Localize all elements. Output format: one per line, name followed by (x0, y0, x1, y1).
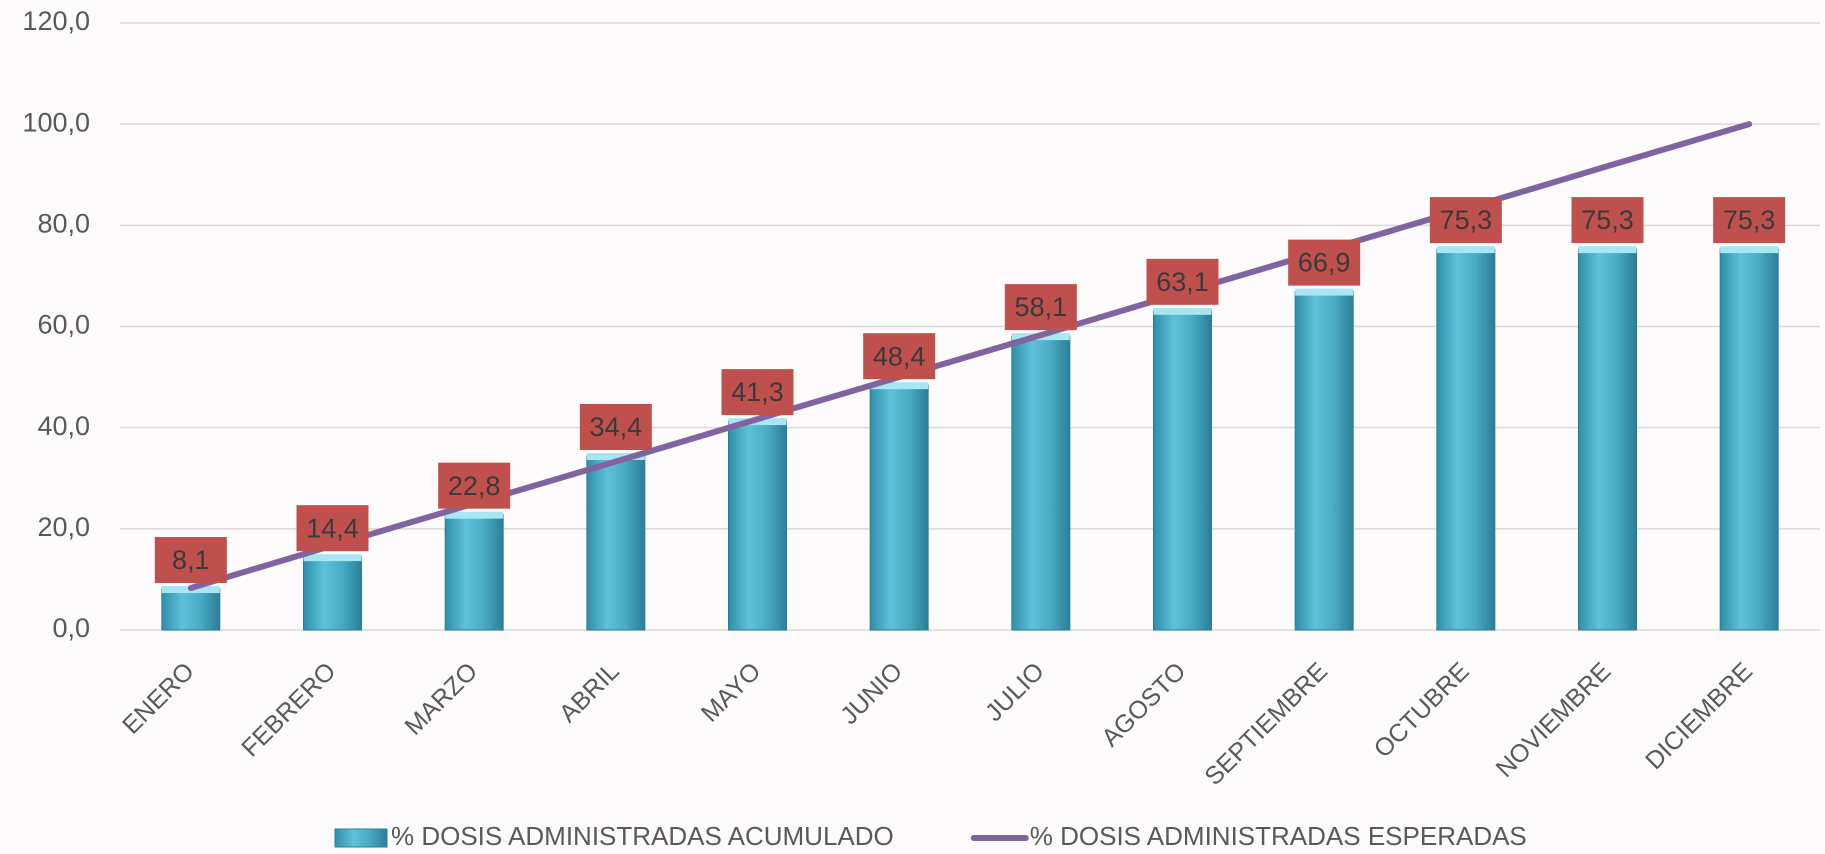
data-label-box (1288, 239, 1361, 286)
legend-swatch (334, 828, 388, 848)
data-label-box (1713, 197, 1786, 244)
y-tick-label: 40,0 (37, 411, 90, 441)
bar (161, 588, 221, 631)
data-label: 8,1 (172, 545, 210, 575)
bar-cap (445, 511, 504, 519)
data-label: 75,3 (1440, 205, 1493, 235)
data-label: 66,9 (1298, 248, 1351, 278)
bar (303, 556, 362, 631)
x-tick-label: AGOSTO (1096, 657, 1191, 752)
bar (1153, 310, 1212, 631)
data-label: 34,4 (590, 412, 643, 442)
bar (1578, 248, 1637, 631)
bar (1719, 248, 1779, 631)
x-tick-label: ENERO (117, 657, 200, 740)
bar-cap (1436, 246, 1495, 254)
x-tick-label: DICIEMBRE (1640, 657, 1758, 775)
data-label-box (1004, 284, 1077, 331)
bar-cap (1153, 307, 1212, 315)
x-tick-label: JUNIO (835, 657, 908, 730)
bar-cap (870, 382, 929, 390)
bar (1011, 335, 1071, 631)
x-tick-label: FEBRERO (236, 657, 341, 762)
y-tick-label: 20,0 (37, 512, 90, 542)
y-tick-label: 0,0 (52, 613, 90, 643)
y-tick-label: 120,0 (22, 6, 90, 36)
bar (869, 384, 929, 631)
x-tick-label: MAYO (696, 657, 767, 728)
data-label: 14,4 (306, 513, 359, 543)
bar (1294, 291, 1354, 631)
data-label-box (1571, 197, 1644, 244)
bar (586, 455, 646, 631)
data-label-box (1429, 197, 1502, 244)
data-label-box (721, 369, 794, 416)
x-tick-label: MARZO (399, 657, 483, 741)
data-label-box (863, 333, 936, 380)
data-label-box (438, 462, 511, 509)
data-label: 63,1 (1156, 267, 1209, 297)
bar-cap (586, 452, 645, 460)
y-tick-label: 60,0 (37, 310, 90, 340)
bar (444, 514, 504, 631)
legend-label: % DOSIS ADMINISTRADAS ESPERADAS (1030, 821, 1527, 851)
legend-label: % DOSIS ADMINISTRADAS ACUMULADO (391, 821, 894, 851)
data-label: 75,3 (1581, 205, 1634, 235)
data-label-box (579, 403, 652, 450)
x-tick-label: JULIO (980, 657, 1050, 727)
bar-cap (1578, 246, 1637, 254)
data-label-box (296, 505, 369, 552)
data-label-box (154, 537, 227, 584)
y-tick-label: 100,0 (22, 107, 90, 137)
data-label: 41,3 (731, 377, 784, 407)
y-tick-label: 80,0 (37, 208, 90, 238)
bar-cap (1720, 246, 1779, 254)
data-label: 58,1 (1015, 292, 1068, 322)
data-label: 75,3 (1723, 205, 1776, 235)
data-label: 48,4 (873, 341, 926, 371)
x-tick-label: NOVIEMBRE (1491, 657, 1617, 783)
data-label-box (1146, 258, 1219, 305)
bar-cap (303, 554, 362, 562)
x-tick-label: SEPTIEMBRE (1199, 657, 1333, 791)
x-tick-label: ABRIL (554, 657, 625, 728)
bar-cap (1295, 288, 1354, 296)
bar (728, 420, 787, 631)
data-label: 22,8 (448, 471, 501, 501)
bar (1436, 248, 1496, 631)
line (187, 121, 1753, 592)
x-tick-label: OCTUBRE (1369, 657, 1475, 763)
